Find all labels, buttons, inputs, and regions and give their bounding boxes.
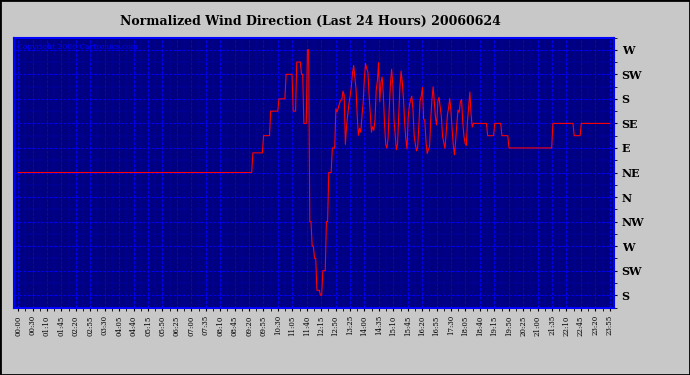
Text: Copyright 2006 Cartronics.com: Copyright 2006 Cartronics.com <box>17 43 138 51</box>
Text: Normalized Wind Direction (Last 24 Hours) 20060624: Normalized Wind Direction (Last 24 Hours… <box>120 15 501 28</box>
